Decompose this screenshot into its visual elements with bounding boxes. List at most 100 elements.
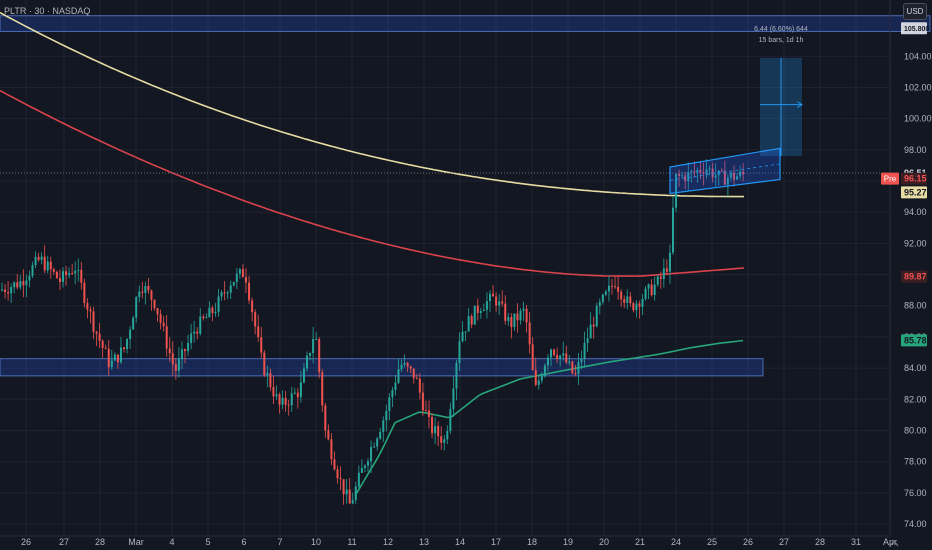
x-tick-label: 6 — [241, 537, 246, 547]
x-tick-label: 20 — [599, 537, 609, 547]
y-tick-label: 88.00 — [904, 301, 927, 311]
candle-body — [437, 426, 440, 437]
y-tick-label: 100.00 — [904, 114, 932, 124]
candle-body — [522, 308, 525, 311]
candle-body — [489, 293, 491, 302]
x-tick-label: 5 — [205, 537, 210, 547]
candle-body — [214, 311, 217, 314]
candle-body — [690, 171, 693, 173]
candle-body — [339, 478, 342, 480]
candle-body — [177, 358, 180, 371]
candle-body — [479, 310, 482, 313]
candle-body — [681, 175, 684, 177]
candle-body — [495, 296, 498, 306]
candle-body — [34, 256, 37, 266]
candle-body — [312, 339, 315, 354]
channel-pattern — [669, 147, 781, 195]
candle-body — [553, 349, 556, 355]
y-tick-label: 76.00 — [904, 488, 927, 498]
candle-body — [168, 348, 171, 354]
candle-body — [306, 355, 308, 369]
candle-body — [290, 393, 293, 406]
candle-body — [662, 268, 665, 279]
candle-body — [604, 291, 607, 295]
candle-body — [736, 176, 739, 180]
candle-body — [739, 171, 742, 177]
candle-body — [333, 459, 336, 470]
candle-body — [370, 447, 373, 462]
y-tick-label: 98.00 — [904, 145, 927, 155]
candle-body — [4, 289, 7, 293]
candle-body — [519, 310, 522, 321]
candle-body — [123, 347, 125, 350]
x-tick-label: 7 — [277, 537, 282, 547]
candle-body — [40, 256, 43, 260]
candle-body — [171, 353, 174, 365]
candle-body — [598, 301, 601, 307]
candle-body — [357, 472, 360, 487]
y-tick-label: 102.00 — [904, 82, 932, 92]
candle-body — [452, 388, 455, 410]
candle-body — [126, 339, 129, 350]
timezone-arrow-icon[interactable] — [888, 538, 900, 548]
candle-body — [458, 341, 461, 364]
candle-body — [95, 331, 98, 334]
candle-body — [711, 168, 714, 178]
moving-averages — [0, 11, 890, 497]
candle-body — [397, 369, 400, 383]
price-label-bg — [901, 172, 927, 185]
grid — [0, 0, 891, 536]
x-tick-label: 13 — [419, 537, 429, 547]
y-tick-label: 94.00 — [904, 207, 927, 217]
currency-button[interactable]: USD — [903, 3, 927, 20]
candle-body — [269, 373, 272, 388]
candle-body — [110, 360, 113, 368]
x-tick-label: Apr — [883, 537, 897, 547]
candle-body — [629, 296, 632, 304]
candle-body — [266, 373, 269, 376]
y-tick-label: 80.00 — [904, 425, 927, 435]
candle-body — [327, 430, 330, 440]
candle-body — [705, 169, 708, 174]
candle-body — [354, 486, 357, 501]
candle-body — [516, 313, 519, 321]
candle-body — [199, 316, 202, 334]
price-label-ma_slow: 95.27 — [904, 187, 927, 197]
candle-body — [403, 363, 406, 365]
candle-body — [80, 269, 83, 283]
price-label-zone: 105.800 — [904, 26, 929, 33]
candle-body — [309, 353, 312, 356]
candle-body — [510, 316, 513, 327]
candle-body — [534, 370, 537, 385]
candle-body — [98, 333, 101, 341]
candle-body — [507, 316, 510, 321]
candle-body — [43, 256, 46, 271]
candle-body — [318, 339, 321, 373]
candle-body — [498, 301, 501, 306]
candle-body — [184, 349, 186, 352]
candle-body — [367, 461, 369, 466]
candle-body — [394, 382, 397, 391]
candle-body — [141, 291, 144, 293]
candle-body — [89, 309, 92, 312]
candle-body — [116, 354, 119, 363]
candle-body — [733, 172, 735, 180]
candle-body — [580, 358, 583, 363]
drawings[interactable]: 6.44 (6.60%) 644 15 bars, 1d 1h — [669, 26, 808, 195]
candle-body — [129, 329, 132, 340]
candle-body — [571, 361, 574, 374]
pre-badge — [881, 172, 899, 185]
candle-body — [382, 420, 385, 432]
candle-body — [174, 364, 177, 371]
candle-body — [68, 273, 71, 276]
candle-body — [388, 397, 391, 412]
candle-body — [363, 465, 366, 468]
candle-body — [635, 303, 638, 311]
candle-body — [665, 268, 668, 272]
candle-body — [28, 275, 31, 281]
candle-body — [272, 387, 275, 397]
x-tick-label: 19 — [563, 537, 573, 547]
